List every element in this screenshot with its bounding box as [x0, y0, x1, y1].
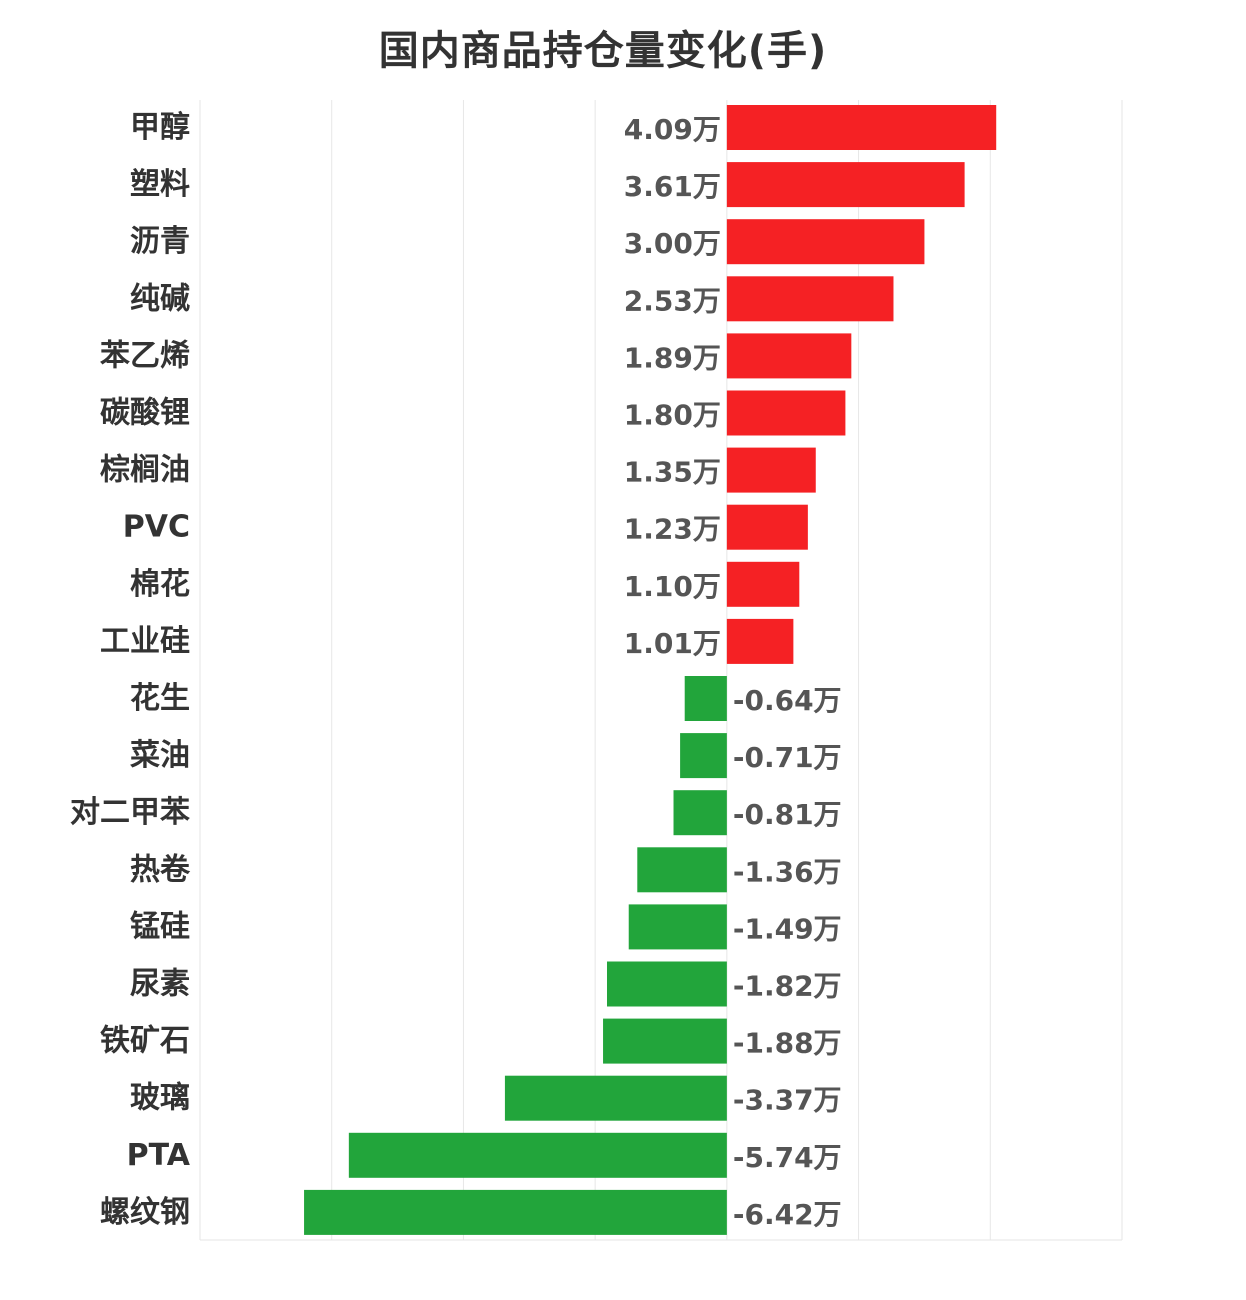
value-label: 1.89万 — [624, 341, 721, 374]
category-label: 锰硅 — [130, 909, 190, 944]
category-label: 铁矿石 — [100, 1024, 190, 1059]
value-label: 1.01万 — [624, 627, 721, 660]
category-label: 纯碱 — [130, 281, 190, 316]
bar-12 — [680, 733, 727, 779]
category-label: PTA — [127, 1138, 191, 1173]
value-label: -1.88万 — [733, 1027, 842, 1060]
category-label: 甲醇 — [130, 110, 190, 145]
category-label: 尿素 — [130, 967, 190, 1002]
bar-3 — [726, 219, 925, 265]
category-label: 热卷 — [130, 852, 191, 887]
value-label: 3.61万 — [624, 170, 721, 203]
value-label: 2.53万 — [624, 284, 721, 317]
category-label: 菜油 — [130, 738, 190, 773]
value-label: -5.74万 — [733, 1141, 842, 1174]
value-label: -0.71万 — [733, 741, 842, 774]
bar-5 — [726, 333, 852, 379]
category-label: 塑料 — [130, 167, 190, 202]
bar-10 — [726, 618, 794, 664]
value-label: 1.10万 — [624, 570, 721, 603]
category-label: 螺纹钢 — [100, 1195, 190, 1230]
value-label: -1.82万 — [733, 970, 842, 1003]
bar-11 — [684, 676, 727, 721]
value-label: 1.35万 — [624, 456, 721, 489]
category-label: 沥青 — [130, 224, 190, 259]
category-label: 棕榈油 — [100, 453, 190, 488]
bar-13 — [673, 790, 727, 836]
bar-8 — [726, 504, 808, 550]
value-label: 1.23万 — [624, 513, 721, 546]
value-label: 1.80万 — [624, 399, 721, 432]
category-label: 玻璃 — [130, 1081, 190, 1116]
bar-2 — [726, 162, 965, 208]
bar-14 — [637, 847, 727, 893]
value-label: 4.09万 — [624, 113, 721, 146]
chart-title: 国内商品持仓量变化(手) — [378, 28, 828, 74]
category-label: 花生 — [130, 681, 190, 716]
bar-9 — [726, 561, 800, 607]
bar-7 — [726, 447, 816, 493]
category-label: 工业硅 — [100, 624, 190, 659]
value-label: -1.36万 — [733, 855, 842, 888]
bar-4 — [726, 276, 894, 322]
category-label: 棉花 — [130, 567, 190, 602]
value-label: -3.37万 — [733, 1084, 842, 1117]
bar-18 — [504, 1075, 727, 1121]
category-label: 苯乙烯 — [100, 338, 190, 373]
bar-6 — [726, 390, 846, 436]
value-label: -6.42万 — [733, 1198, 842, 1231]
value-label: -0.81万 — [733, 798, 842, 831]
category-label: 碳酸锂 — [100, 396, 190, 431]
value-label: 3.00万 — [624, 227, 721, 260]
category-label: 对二甲苯 — [70, 795, 190, 830]
value-label: -0.64万 — [733, 684, 842, 717]
bar-17 — [603, 1018, 727, 1064]
category-label: PVC — [123, 510, 190, 545]
grid-layer — [199, 100, 1123, 1241]
bar-15 — [628, 904, 727, 950]
bar-layer — [304, 105, 997, 1235]
bar-20 — [304, 1189, 727, 1235]
bar-19 — [348, 1132, 727, 1178]
bar-1 — [726, 105, 997, 150]
bar-16 — [606, 961, 727, 1007]
value-label: -1.49万 — [733, 912, 842, 945]
